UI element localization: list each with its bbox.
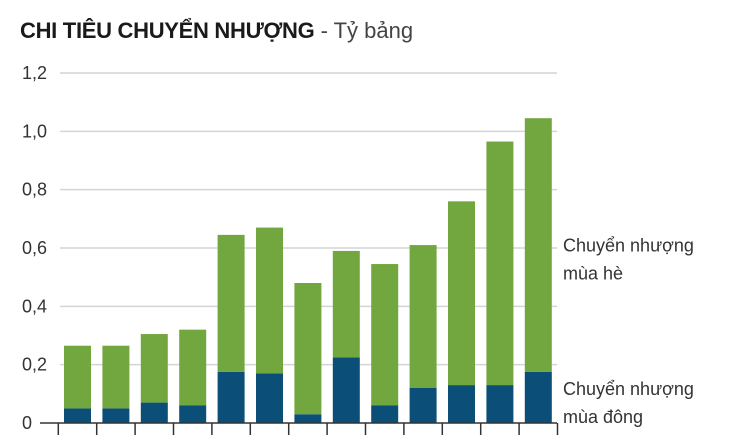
bar-segment-summer [217, 234, 245, 372]
legend-label-summer: mùa hè [563, 264, 623, 284]
y-tick-label: 1,2 [22, 63, 47, 83]
legend-label-summer: Chuyển nhượng [563, 236, 694, 256]
y-tick-label: 0,2 [22, 355, 47, 375]
bar-segment-summer [371, 264, 399, 406]
bar-segment-summer [409, 245, 437, 388]
bar-segment-winter [256, 373, 283, 423]
chart-subtitle: - Tỷ bảng [320, 18, 414, 43]
bar-segment-summer [294, 283, 322, 415]
x-axis [40, 422, 559, 435]
bar-segment-winter [294, 414, 322, 423]
bar-segment-summer [140, 334, 168, 403]
bar-segment-summer [64, 345, 91, 409]
y-tick-label: 0,8 [22, 180, 47, 200]
bar-segment-summer [332, 250, 360, 358]
bar-segment-winter [217, 371, 245, 423]
bar-segment-summer [524, 118, 552, 372]
bar-segment-winter [524, 371, 552, 423]
bar-segment-winter [371, 405, 399, 423]
bar-segment-winter [448, 385, 475, 423]
y-tick-label: 0 [22, 413, 32, 433]
legend-label-winter: Chuyển nhượng [563, 379, 694, 399]
legend: Chuyển nhượng mùa đông Chuyển nhượng mùa hè [563, 236, 694, 427]
bar-segment-winter [409, 388, 437, 423]
bar-segment-winter [64, 408, 91, 423]
bars [64, 118, 552, 423]
bar-segment-winter [140, 402, 168, 423]
bar-segment-summer [102, 345, 130, 409]
bar-segment-winter [332, 357, 360, 423]
y-axis-tick-labels: 0 0,2 0,4 0,6 0,8 1,0 1,2 [22, 63, 47, 433]
bar-segment-summer [256, 227, 283, 374]
bar-segment-summer [179, 329, 207, 406]
bar-segment-summer [448, 201, 475, 386]
bar-segment-winter [486, 385, 514, 423]
y-tick-label: 0,6 [22, 238, 47, 258]
bar-segment-winter [179, 405, 207, 423]
bar-segment-winter [102, 408, 130, 423]
bar-segment-summer [486, 141, 514, 386]
chart-title-main: CHI TIÊU CHUYỂN NHƯỢNG [20, 18, 315, 43]
y-tick-label: 0,4 [22, 296, 47, 316]
chart-title: CHI TIÊU CHUYỂN NHƯỢNG - Tỷ bảng [20, 18, 413, 44]
legend-label-winter: mùa đông [563, 407, 643, 427]
y-tick-label: 1,0 [22, 121, 47, 141]
